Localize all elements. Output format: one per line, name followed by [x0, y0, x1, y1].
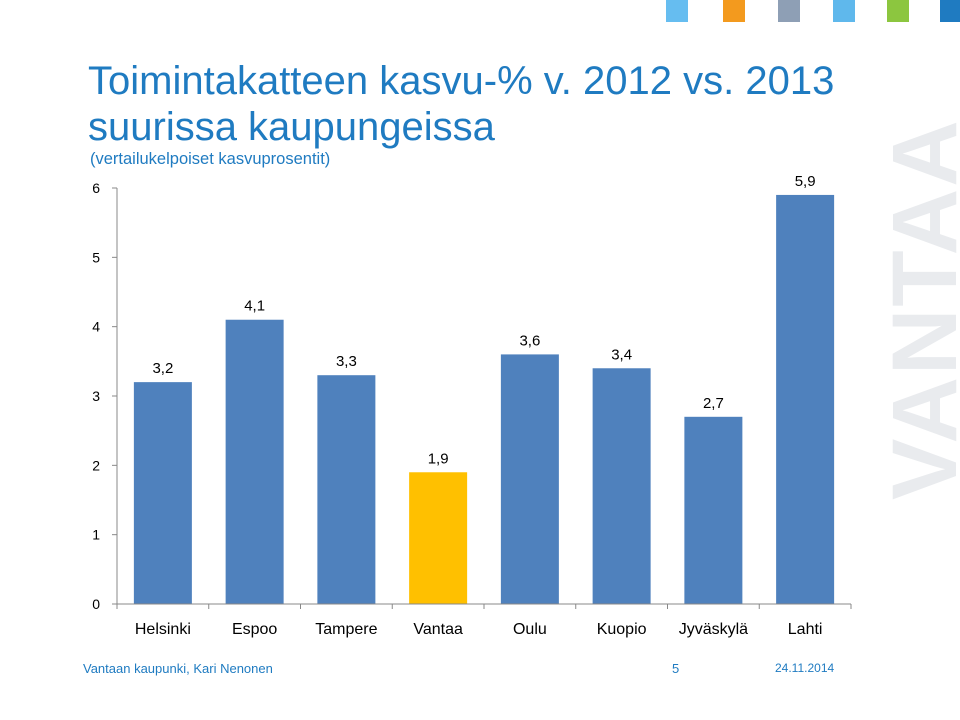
data-label: 3,4	[611, 346, 632, 363]
slide-title: Toimintakatteen kasvu-% v. 2012 vs. 2013…	[88, 59, 835, 149]
bar-espoo	[225, 319, 284, 604]
y-tick-label: 5	[92, 249, 100, 265]
data-label: 3,6	[519, 332, 540, 349]
x-tick-label: Helsinki	[135, 621, 191, 638]
x-tick-label: Vantaa	[413, 621, 463, 638]
data-label: 3,3	[336, 353, 357, 370]
footer-date: 24.11.2014	[775, 661, 835, 675]
color-square	[833, 0, 855, 22]
data-label: 5,9	[795, 173, 816, 190]
y-tick-label: 6	[92, 180, 100, 196]
data-label: 4,1	[244, 298, 265, 315]
x-tick-label: Jyväskylä	[679, 621, 748, 638]
x-tick-label: Oulu	[513, 621, 547, 638]
slide-subtitle: (vertailukelpoiset kasvuprosentit)	[90, 150, 331, 168]
color-square	[723, 0, 745, 22]
color-square	[940, 0, 960, 22]
x-tick-label: Espoo	[232, 621, 277, 638]
bar-kuopio	[592, 368, 651, 604]
data-label: 1,9	[428, 450, 449, 467]
data-label: 2,7	[703, 395, 724, 412]
bar-oulu	[500, 354, 559, 604]
color-square	[666, 0, 688, 22]
color-square	[887, 0, 909, 22]
y-tick-label: 0	[92, 596, 100, 612]
bar-lahti	[776, 194, 835, 604]
x-tick-label: Kuopio	[597, 621, 647, 638]
y-tick-label: 4	[92, 319, 100, 335]
y-tick-label: 2	[92, 457, 100, 473]
page-number: 5	[672, 661, 680, 676]
data-label: 3,2	[152, 360, 173, 377]
bar-tampere	[317, 375, 376, 604]
x-tick-label: Tampere	[315, 621, 377, 638]
color-square	[778, 0, 800, 22]
bar-vantaa	[409, 472, 468, 604]
y-tick-label: 3	[92, 388, 100, 404]
footer-author: Vantaan kaupunki, Kari Nenonen	[83, 661, 273, 676]
bar-jyväskylä	[684, 416, 743, 604]
y-tick-label: 1	[92, 527, 100, 543]
x-tick-label: Lahti	[788, 621, 823, 638]
bar-helsinki	[133, 382, 192, 604]
